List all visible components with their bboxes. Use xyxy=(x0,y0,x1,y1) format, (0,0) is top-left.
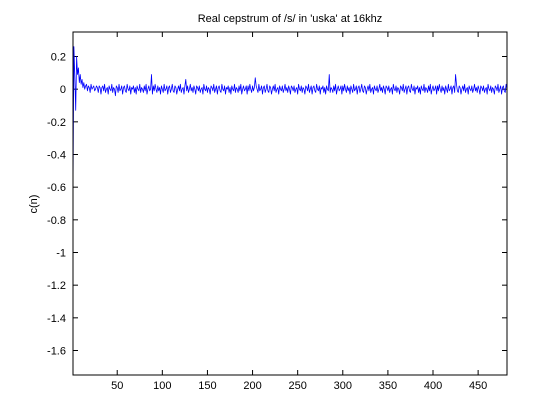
x-tick-label: 350 xyxy=(379,380,397,392)
y-tick-label: -0.2 xyxy=(47,117,66,129)
x-tick-label: 100 xyxy=(153,380,171,392)
y-axis-label: c(n) xyxy=(28,195,40,214)
axes-box xyxy=(72,31,508,376)
chart-title: Real cepstrum of /s/ in 'uska' at 16khz xyxy=(198,13,383,25)
y-tick-label: -1.2 xyxy=(47,280,66,292)
tick-marks xyxy=(73,32,507,375)
x-tick-label: 200 xyxy=(243,380,261,392)
plot-area xyxy=(73,32,507,375)
y-tick-label: -0.6 xyxy=(47,182,66,194)
y-tick-label: -1 xyxy=(56,248,66,260)
y-tick-label: 0 xyxy=(60,84,66,96)
y-tick-label: -0.4 xyxy=(47,150,66,162)
y-tick-label: 0.2 xyxy=(51,52,66,64)
y-tick-label: -1.6 xyxy=(47,346,66,358)
x-tick-label: 250 xyxy=(288,380,306,392)
y-tick-label: -1.4 xyxy=(47,313,66,325)
series-line-0 xyxy=(73,46,507,191)
x-tick-label: 50 xyxy=(111,380,123,392)
y-tick-label: -0.8 xyxy=(47,215,66,227)
x-tick-label: 450 xyxy=(469,380,487,392)
x-tick-label: 400 xyxy=(424,380,442,392)
series-group xyxy=(73,46,507,191)
tick-labels: 50 100 150 200 250 300 350 400 450 0.2 0 -0.2 -0.4 -0… xyxy=(47,52,487,393)
x-tick-label: 150 xyxy=(198,380,216,392)
x-tick-label: 300 xyxy=(334,380,352,392)
